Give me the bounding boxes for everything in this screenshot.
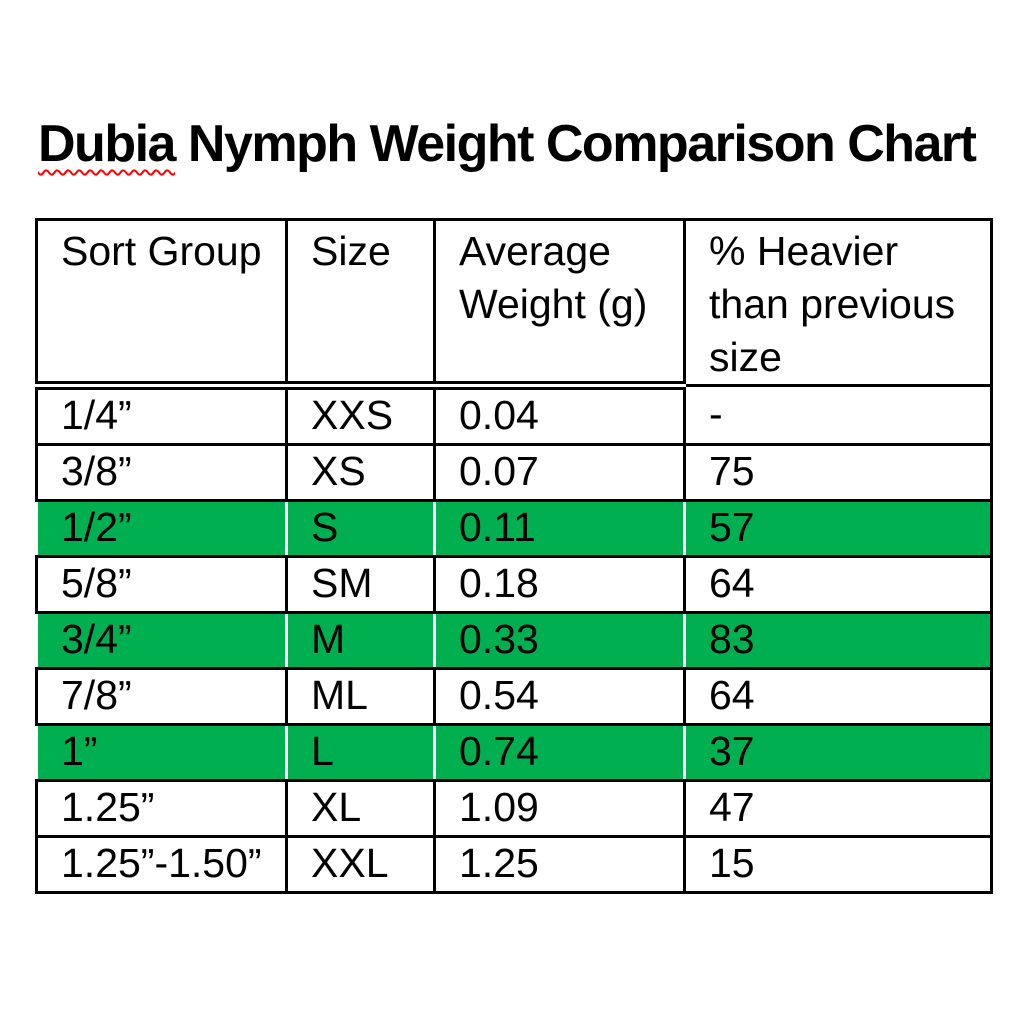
cell-avg-weight: 1.09 bbox=[433, 779, 686, 838]
cell-pct-heavier: 64 bbox=[683, 667, 993, 726]
cell-sort-group: 1/2” bbox=[35, 499, 288, 558]
cell-avg-weight: 0.18 bbox=[433, 555, 686, 614]
header-cell-percent-heavier: % Heavier than previous size bbox=[683, 218, 993, 387]
cell-sort-group: 5/8” bbox=[35, 555, 288, 614]
cell-pct-heavier: 75 bbox=[683, 443, 993, 502]
cell-avg-weight: 0.33 bbox=[433, 611, 686, 670]
cell-avg-weight: 0.54 bbox=[433, 667, 686, 726]
cell-pct-heavier: 83 bbox=[683, 611, 993, 670]
header-cell-average-weight: Average Weight (g) bbox=[433, 218, 686, 390]
header-cell-sort-group: Sort Group bbox=[35, 218, 288, 390]
cell-size: SM bbox=[285, 555, 436, 614]
cell-sort-group: 1.25”-1.50” bbox=[35, 835, 288, 894]
table-row: 1/2” S 0.11 57 bbox=[35, 499, 993, 558]
cell-pct-heavier: 37 bbox=[683, 723, 993, 782]
page-title: Dubia Nymph Weight Comparison Chart bbox=[38, 115, 977, 173]
table-row: 3/4” M 0.33 83 bbox=[35, 611, 993, 670]
cell-pct-heavier: 57 bbox=[683, 499, 993, 558]
title-rest: Nymph Weight Comparison Chart bbox=[174, 115, 977, 173]
cell-avg-weight: 1.25 bbox=[433, 835, 686, 894]
cell-avg-weight: 0.74 bbox=[433, 723, 686, 782]
cell-pct-heavier: - bbox=[683, 384, 993, 446]
cell-sort-group: 1.25” bbox=[35, 779, 288, 838]
cell-size: S bbox=[285, 499, 436, 558]
cell-avg-weight: 0.11 bbox=[433, 499, 686, 558]
table-row: 1.25”-1.50” XXL 1.25 15 bbox=[35, 835, 993, 894]
cell-sort-group: 1” bbox=[35, 723, 288, 782]
cell-sort-group: 3/8” bbox=[35, 443, 288, 502]
title-misspelled-word: Dubia bbox=[38, 115, 176, 173]
cell-size: XS bbox=[285, 443, 436, 502]
cell-size: XL bbox=[285, 779, 436, 838]
cell-sort-group: 1/4” bbox=[35, 384, 288, 446]
table-header-row: Sort Group Size Average Weight (g) % Hea… bbox=[35, 218, 993, 390]
cell-sort-group: 7/8” bbox=[35, 667, 288, 726]
table-row: 1/4” XXS 0.04 - bbox=[35, 384, 993, 446]
cell-size: M bbox=[285, 611, 436, 670]
cell-avg-weight: 0.04 bbox=[433, 384, 686, 446]
cell-size: XXL bbox=[285, 835, 436, 894]
table-row: 5/8” SM 0.18 64 bbox=[35, 555, 993, 614]
cell-pct-heavier: 64 bbox=[683, 555, 993, 614]
weight-comparison-table: Sort Group Size Average Weight (g) % Hea… bbox=[35, 218, 993, 894]
cell-size: XXS bbox=[285, 384, 436, 446]
table-row: 1” L 0.74 37 bbox=[35, 723, 993, 782]
table-row: 3/8” XS 0.07 75 bbox=[35, 443, 993, 502]
table-row: 1.25” XL 1.09 47 bbox=[35, 779, 993, 838]
table-row: 7/8” ML 0.54 64 bbox=[35, 667, 993, 726]
cell-pct-heavier: 15 bbox=[683, 835, 993, 894]
header-cell-size: Size bbox=[285, 218, 436, 390]
cell-size: L bbox=[285, 723, 436, 782]
cell-pct-heavier: 47 bbox=[683, 779, 993, 838]
cell-sort-group: 3/4” bbox=[35, 611, 288, 670]
cell-avg-weight: 0.07 bbox=[433, 443, 686, 502]
cell-size: ML bbox=[285, 667, 436, 726]
